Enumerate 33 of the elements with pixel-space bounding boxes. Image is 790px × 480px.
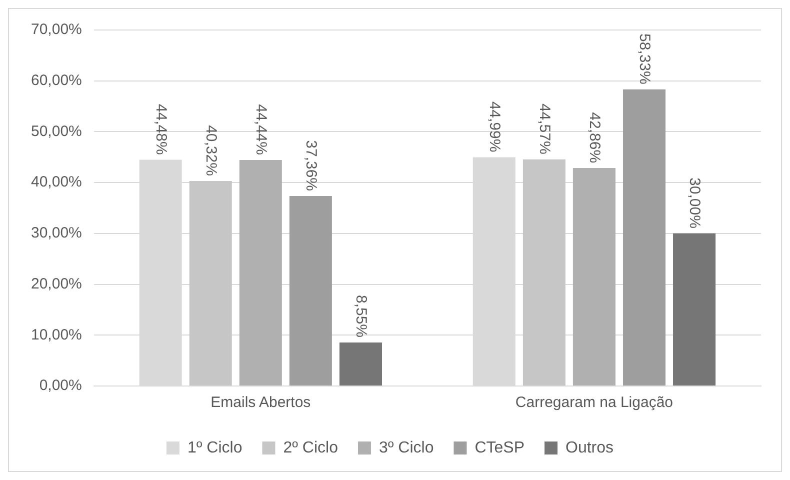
data-label: 40,32%	[202, 125, 220, 176]
x-tick-label: Carregaram na Ligação	[515, 394, 674, 412]
data-label: 58,33%	[636, 33, 654, 84]
data-label: 44,44%	[252, 104, 270, 155]
y-tick-label: 10,00%	[31, 326, 82, 344]
y-tick-label: 50,00%	[31, 122, 82, 140]
data-label: 8,55%	[352, 294, 370, 338]
y-tick-label: 0,00%	[39, 377, 82, 394]
bar	[339, 342, 382, 386]
data-label: 44,99%	[486, 101, 504, 152]
y-tick-label: 70,00%	[31, 21, 82, 38]
x-tick-label: Emails Abertos	[210, 394, 311, 412]
bar	[622, 89, 666, 386]
bar	[239, 160, 282, 386]
bar	[673, 233, 716, 386]
y-tick-label: 20,00%	[31, 275, 82, 292]
y-tick-label: 40,00%	[31, 174, 82, 191]
legend-label: Outros	[566, 439, 614, 456]
legend-label: CTeSP	[474, 439, 525, 456]
data-label: 42,86%	[586, 112, 604, 164]
bar	[572, 168, 616, 386]
legend-label: 2º Ciclo	[283, 439, 338, 456]
y-tick-label: 60,00%	[31, 72, 82, 89]
data-label: 30,00%	[686, 178, 704, 228]
data-label: 44,48%	[152, 104, 170, 155]
legend-label: 1º Ciclo	[187, 439, 242, 456]
data-label: 44,57%	[536, 103, 554, 154]
bar	[522, 159, 566, 386]
bar	[289, 196, 332, 386]
legend-label: 3º Ciclo	[378, 439, 434, 456]
y-tick-label: 30,00%	[31, 224, 82, 242]
bar	[189, 180, 232, 386]
data-label: 37,36%	[302, 140, 320, 191]
